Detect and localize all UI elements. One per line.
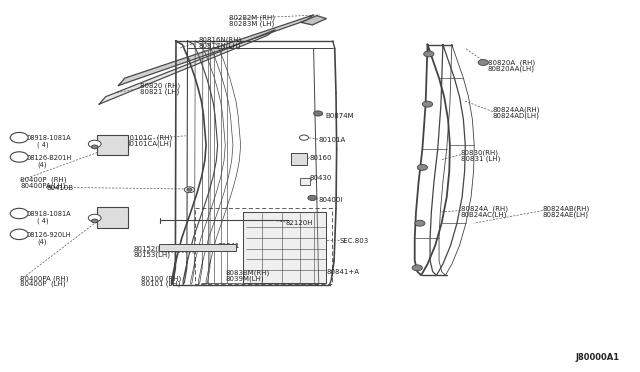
Text: 80830(RH): 80830(RH) [461,149,499,156]
Bar [291,153,307,165]
Text: 80410B: 80410B [46,185,73,191]
Circle shape [92,219,98,223]
Text: B: B [17,154,22,160]
Circle shape [184,187,195,193]
Text: 80282M (RH): 80282M (RH) [229,15,275,21]
Text: 8083BM(RH): 8083BM(RH) [225,269,269,276]
Text: 80160: 80160 [310,155,332,161]
Text: 80400PA (RH): 80400PA (RH) [20,275,69,282]
Circle shape [308,195,317,201]
Text: 08126-B201H: 08126-B201H [27,155,72,161]
Text: 8039M(LH): 8039M(LH) [225,275,264,282]
Text: 80824AA(RH): 80824AA(RH) [493,106,540,113]
Text: ( 4): ( 4) [37,218,49,224]
Bar [97,207,128,228]
Text: 80841+A: 80841+A [326,269,360,275]
Text: 80820 (RH): 80820 (RH) [140,82,180,89]
Text: N: N [16,135,22,141]
Text: ( 4): ( 4) [37,142,49,148]
Circle shape [10,208,28,219]
Text: 80B20AA(LH): 80B20AA(LH) [488,65,534,72]
Circle shape [424,51,434,57]
Text: SEC.803: SEC.803 [339,238,369,244]
Circle shape [88,214,101,222]
Bar [300,178,310,185]
Circle shape [478,60,488,65]
Text: 80101C  (RH): 80101C (RH) [125,134,173,141]
Text: 80101CA(LH): 80101CA(LH) [125,140,172,147]
Text: 80400P  (RH): 80400P (RH) [20,176,67,183]
Text: 08918-1081A: 08918-1081A [27,135,72,141]
Text: 80821 (LH): 80821 (LH) [140,88,179,95]
Text: 80824AB(RH): 80824AB(RH) [543,205,590,212]
Polygon shape [99,30,275,104]
Text: 80820A  (RH): 80820A (RH) [488,59,535,66]
Text: 80400PA(LH): 80400PA(LH) [20,182,66,189]
Bar [97,135,128,155]
Text: 80152(RH): 80152(RH) [133,246,171,253]
Circle shape [300,135,308,140]
Text: 80824A  (RH): 80824A (RH) [461,205,508,212]
Circle shape [314,111,323,116]
Circle shape [415,220,425,226]
Text: 80824AE(LH): 80824AE(LH) [543,211,589,218]
Text: 80831 (LH): 80831 (LH) [461,155,500,162]
Text: 80101A: 80101A [318,137,346,143]
Text: 80101 (LH): 80101 (LH) [141,281,180,288]
Circle shape [88,140,101,148]
Text: 80816N(RH): 80816N(RH) [198,37,242,44]
Text: 80B24AC(LH): 80B24AC(LH) [461,211,508,218]
Text: 80841: 80841 [218,243,240,248]
Text: 80430: 80430 [310,175,332,181]
Text: 80817N(LH): 80817N(LH) [198,43,241,49]
Text: B0874M: B0874M [325,113,354,119]
Circle shape [187,188,192,191]
Text: J80000A1: J80000A1 [575,353,620,362]
Circle shape [10,132,28,143]
Text: 82120H: 82120H [285,220,313,226]
Text: N: N [16,211,22,217]
Text: 80100 (RH): 80100 (RH) [141,275,181,282]
Text: 80400I: 80400I [318,197,342,203]
Polygon shape [243,212,326,283]
Circle shape [92,145,98,149]
Text: 08126-920LH: 08126-920LH [27,232,72,238]
Text: (4): (4) [37,238,47,245]
Circle shape [417,164,428,170]
Circle shape [412,265,422,271]
Text: 08918-1081A: 08918-1081A [27,211,72,217]
Circle shape [422,101,433,107]
Text: 80400P  (LH): 80400P (LH) [20,281,66,288]
Text: B: B [17,231,22,237]
Polygon shape [118,15,314,86]
Polygon shape [301,16,326,25]
Bar [159,244,236,251]
Text: 80153(LH): 80153(LH) [133,252,170,259]
Text: 80824AD(LH): 80824AD(LH) [493,112,540,119]
Text: 80283M (LH): 80283M (LH) [229,20,275,27]
Circle shape [10,229,28,240]
Text: (4): (4) [37,161,47,168]
Circle shape [10,152,28,162]
